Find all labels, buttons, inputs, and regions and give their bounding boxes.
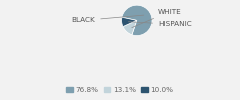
Text: BLACK: BLACK <box>72 15 144 23</box>
Wedge shape <box>122 5 152 36</box>
Legend: 76.8%, 13.1%, 10.0%: 76.8%, 13.1%, 10.0% <box>63 84 177 96</box>
Wedge shape <box>123 20 137 35</box>
Wedge shape <box>122 17 137 27</box>
Text: WHITE: WHITE <box>132 9 182 28</box>
Text: HISPANIC: HISPANIC <box>128 21 192 27</box>
